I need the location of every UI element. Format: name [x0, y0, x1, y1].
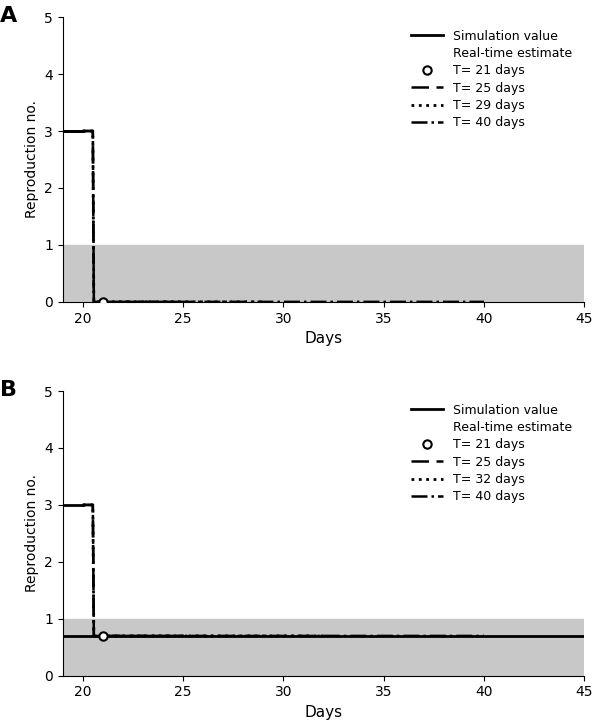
- Text: B: B: [0, 379, 17, 400]
- X-axis label: Days: Days: [304, 705, 343, 720]
- Y-axis label: Reproduction no.: Reproduction no.: [25, 100, 38, 219]
- Y-axis label: Reproduction no.: Reproduction no.: [25, 475, 38, 593]
- Bar: [63, 245, 584, 302]
- Legend: Simulation value, Real-time estimate, T= 21 days, T= 25 days, T= 29 days, T= 40 : Simulation value, Real-time estimate, T=…: [405, 23, 578, 136]
- X-axis label: Days: Days: [304, 331, 343, 346]
- Legend: Simulation value, Real-time estimate, T= 21 days, T= 25 days, T= 32 days, T= 40 : Simulation value, Real-time estimate, T=…: [405, 397, 578, 510]
- Text: A: A: [0, 6, 17, 25]
- Bar: [63, 619, 584, 676]
